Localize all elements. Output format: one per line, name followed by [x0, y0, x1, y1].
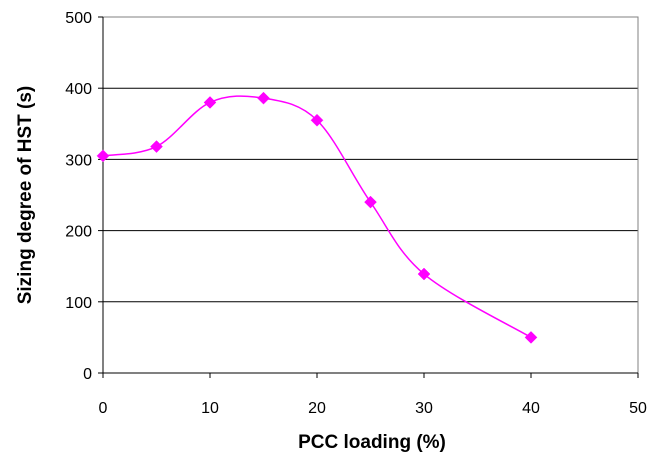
axes: [98, 16, 639, 378]
data-point-marker: [524, 331, 538, 344]
data-point-marker: [417, 267, 431, 281]
data-point-marker: [96, 149, 110, 163]
x-tick-label: 30: [415, 400, 433, 417]
series: [96, 91, 538, 344]
x-tick-label: 10: [201, 400, 219, 417]
data-point-marker: [150, 140, 163, 153]
x-tick-label: 0: [99, 400, 108, 417]
data-point-marker: [203, 96, 217, 109]
y-tick-label: 400: [65, 81, 92, 98]
y-tick-label: 0: [83, 366, 92, 383]
grid-lines: [103, 16, 638, 303]
plot-area-frame: [102, 16, 639, 374]
data-point-marker: [364, 195, 377, 209]
data-point-marker: [257, 91, 270, 105]
x-axis-title: PCC loading (%): [298, 432, 446, 453]
y-axis-title: Sizing degree of HST (s): [15, 86, 36, 305]
y-tick-label: 500: [65, 10, 92, 27]
tick-labels: 0 100 200 300 400 500 0 10 20 30 40 50: [65, 10, 647, 417]
y-tick-label: 100: [65, 295, 92, 312]
y-tick-label: 300: [65, 152, 92, 169]
x-tick-label: 20: [308, 400, 326, 417]
data-point-marker: [310, 113, 324, 127]
series-line: [102, 95, 532, 339]
y-tick-label: 200: [65, 224, 92, 241]
x-tick-label: 50: [629, 400, 647, 417]
x-tick-label: 40: [522, 400, 540, 417]
